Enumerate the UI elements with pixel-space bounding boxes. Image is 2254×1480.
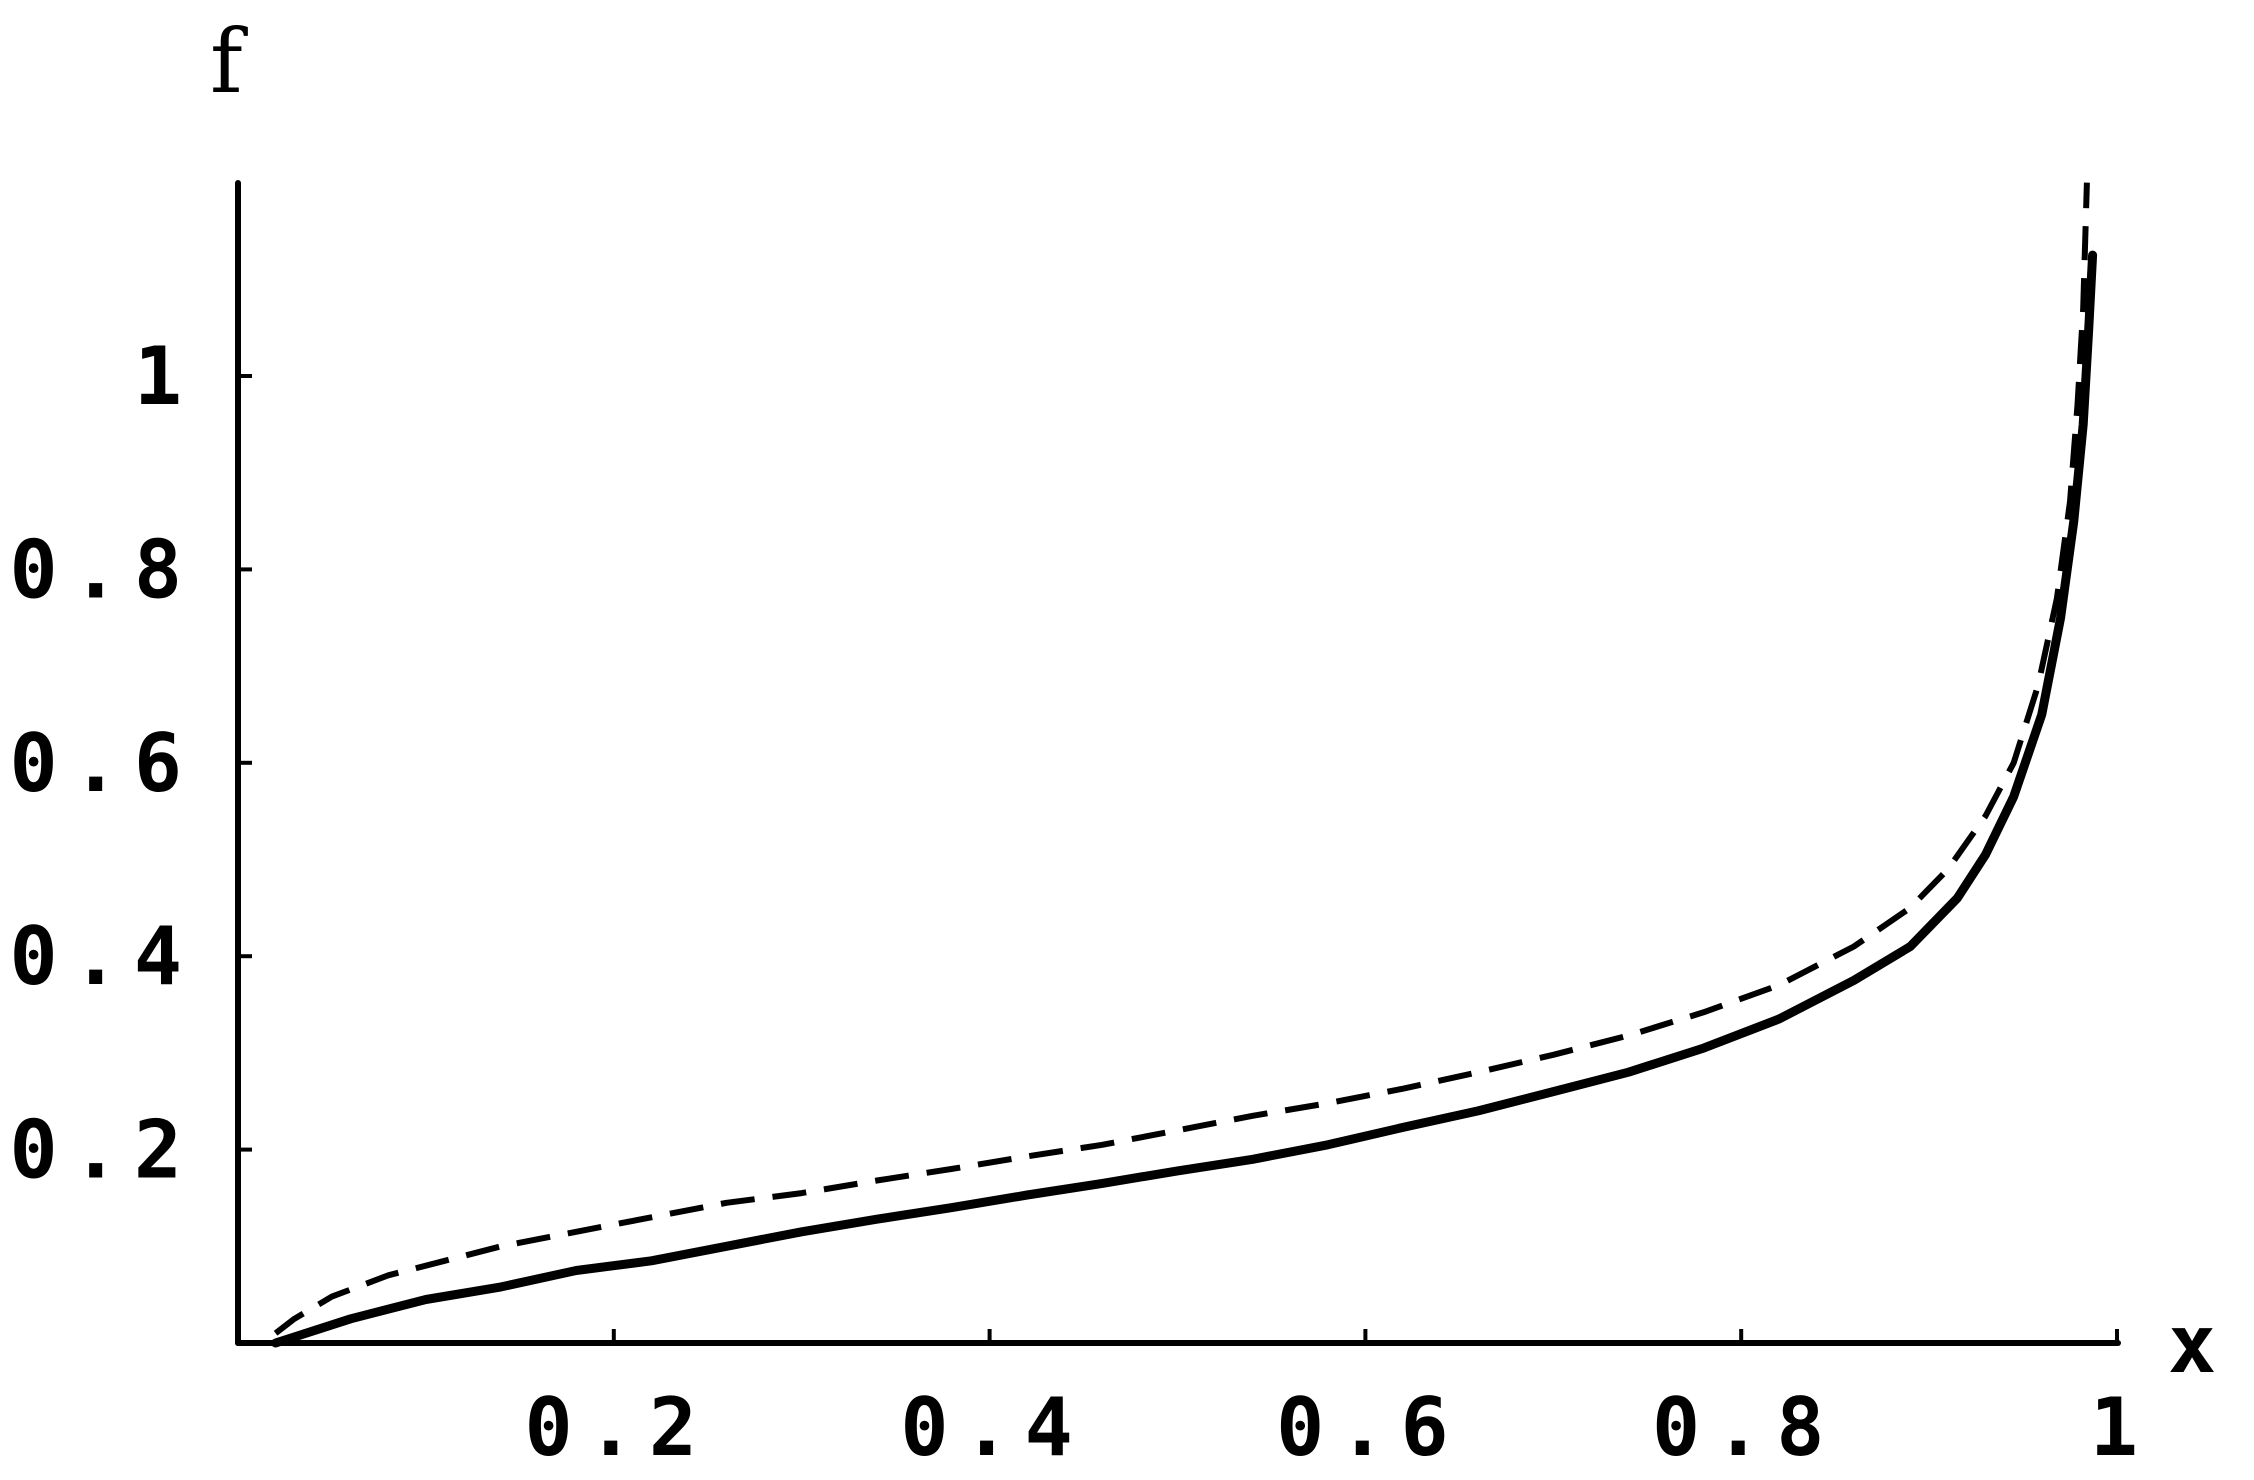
y-tick-label: 0.2 bbox=[10, 1104, 197, 1197]
y-tick-label: 0.6 bbox=[10, 717, 197, 810]
x-axis-label: x bbox=[2168, 1298, 2216, 1391]
x-tick-label: 1 bbox=[2090, 1381, 2152, 1474]
x-tick-label: 0.8 bbox=[1652, 1381, 1839, 1474]
dashed-series-line bbox=[273, 182, 2090, 1336]
y-tick-label: 0.8 bbox=[10, 523, 197, 616]
x-ticks: 0.2 0.4 0.6 0.8 1 bbox=[525, 1329, 2152, 1474]
y-tick-label: 1 bbox=[134, 330, 196, 423]
solid-series-line bbox=[271, 250, 2098, 1348]
x-tick-label: 0.6 bbox=[1276, 1381, 1463, 1474]
x-tick-label: 0.2 bbox=[525, 1381, 712, 1474]
y-tick-label: 0.4 bbox=[10, 910, 197, 1003]
y-ticks: 0.2 0.4 0.6 0.8 1 bbox=[10, 330, 252, 1197]
y-axis-label: f bbox=[210, 10, 248, 113]
series-layer bbox=[271, 182, 2098, 1348]
x-tick-label: 0.4 bbox=[900, 1381, 1087, 1474]
